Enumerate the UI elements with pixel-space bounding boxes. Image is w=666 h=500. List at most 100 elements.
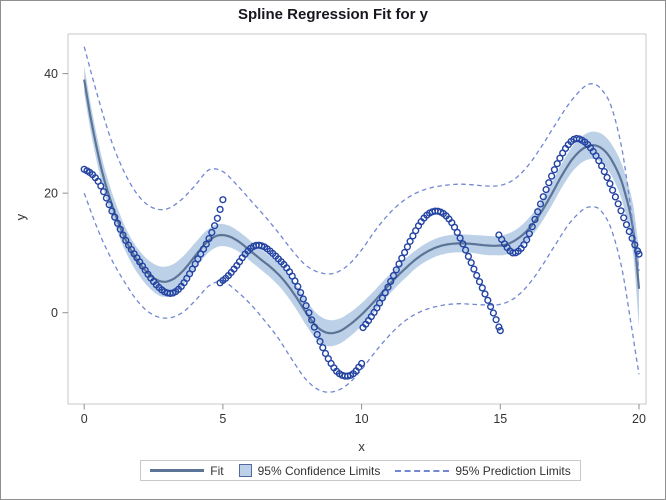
legend-item: 95% Confidence Limits	[238, 463, 381, 478]
scatter-point	[495, 323, 503, 331]
plot-layers	[80, 46, 643, 393]
scatter-point	[205, 235, 213, 243]
plot-frame	[67, 33, 647, 405]
tick-label: 0	[81, 412, 88, 426]
scatter-point	[462, 246, 470, 254]
scatter-point	[211, 222, 219, 230]
scatter-point	[387, 277, 395, 286]
legend-item: Fit	[150, 464, 224, 478]
scatter-point	[378, 294, 387, 302]
scatter-point	[600, 168, 608, 176]
scatter-point	[398, 254, 406, 262]
scatter-point	[403, 243, 412, 251]
scatter-point	[319, 344, 327, 352]
confidence-band	[84, 65, 639, 347]
legend: Fit 95% Confidence Limits 95% Prediction L…	[140, 460, 581, 481]
scatter-point	[99, 188, 108, 196]
scatter-point	[381, 289, 389, 297]
tick-label: 10	[355, 412, 369, 426]
scatter-point	[556, 154, 564, 162]
scatter-point	[202, 240, 210, 248]
y-axis: 0 20 40 y	[13, 67, 68, 320]
scatter-point	[389, 272, 398, 280]
scatter-point	[545, 179, 553, 187]
scatter-point	[216, 205, 224, 214]
scatter-point	[473, 271, 481, 280]
scatter-point	[105, 201, 113, 209]
scatter-point	[542, 186, 550, 194]
scatter-point	[294, 282, 302, 291]
y-axis-label: y	[13, 213, 28, 220]
scatter-point	[208, 228, 216, 237]
scatter-point	[409, 232, 417, 240]
scatter-point	[539, 193, 547, 201]
scatter-point	[450, 223, 459, 231]
x-axis-label: x	[358, 439, 365, 454]
scatter-point	[310, 323, 319, 331]
tick-label: 20	[44, 187, 58, 201]
scatter-point	[622, 221, 631, 229]
scatter-point	[119, 231, 127, 239]
scatter-point	[297, 289, 305, 297]
prediction-limit-upper	[83, 46, 640, 275]
scatter-point	[456, 234, 464, 242]
scatter-point	[302, 302, 310, 310]
scatter-point	[492, 316, 500, 324]
scatter-point	[611, 193, 620, 201]
tick-label: 5	[219, 412, 226, 426]
scatter-point	[478, 284, 486, 292]
legend-label: 95% Prediction Limits	[455, 463, 571, 478]
tick-label: 20	[632, 412, 646, 426]
prediction-limits-swatch	[395, 469, 450, 472]
scatter-point	[547, 172, 556, 180]
scatter-point	[608, 186, 617, 194]
scatter-point	[321, 349, 330, 358]
scatter-point	[635, 250, 643, 258]
scatter-point	[313, 330, 321, 339]
scatter-point	[628, 234, 636, 242]
scatter-point	[116, 225, 124, 233]
tick-label: 0	[51, 306, 58, 320]
page-title: Spline Regression Fit for y	[237, 6, 429, 23]
scatter-point	[534, 208, 542, 216]
scatter-point	[395, 260, 403, 268]
scatter-point	[489, 309, 498, 317]
scatter-point	[528, 223, 536, 231]
scatter-point	[603, 173, 611, 182]
scatter-point	[595, 157, 603, 165]
scatter-point	[550, 166, 559, 174]
scatter-point	[113, 219, 122, 227]
scatter-point	[299, 295, 307, 303]
scatter-point	[291, 277, 299, 285]
scatter-point	[525, 230, 534, 238]
scatter-point	[406, 237, 414, 245]
scatter-point	[597, 162, 606, 170]
scatter-point	[523, 236, 531, 244]
scatter-point	[470, 265, 478, 273]
scatter-point	[108, 207, 116, 215]
scatter-point	[475, 278, 484, 286]
scatter-point	[496, 327, 504, 335]
scatter-point	[484, 296, 492, 304]
x-axis: 0 5 10 15 20 x	[81, 404, 646, 454]
scatter-point	[531, 215, 539, 224]
legend-label: 95% Confidence Limits	[257, 463, 381, 478]
scatter-point	[620, 214, 628, 222]
scatter-point	[358, 359, 366, 368]
scatter-point	[536, 200, 545, 208]
legend-item: 95% Prediction Limits	[395, 463, 571, 478]
confidence-band-swatch	[238, 464, 252, 477]
scatter-point	[305, 309, 313, 317]
scatter-point	[625, 227, 633, 236]
fit-line-swatch	[150, 469, 205, 472]
scatter-point	[614, 200, 622, 208]
fit-line	[83, 79, 641, 335]
scatter-point	[487, 303, 495, 311]
scatter-point	[308, 316, 316, 324]
scatter-point	[606, 180, 614, 188]
scatter-point	[384, 283, 392, 291]
scatter-point	[401, 248, 409, 257]
scatter-point	[392, 266, 400, 274]
